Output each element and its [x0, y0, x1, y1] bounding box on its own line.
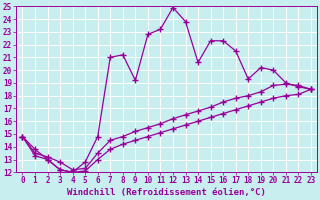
X-axis label: Windchill (Refroidissement éolien,°C): Windchill (Refroidissement éolien,°C) [67, 188, 266, 197]
